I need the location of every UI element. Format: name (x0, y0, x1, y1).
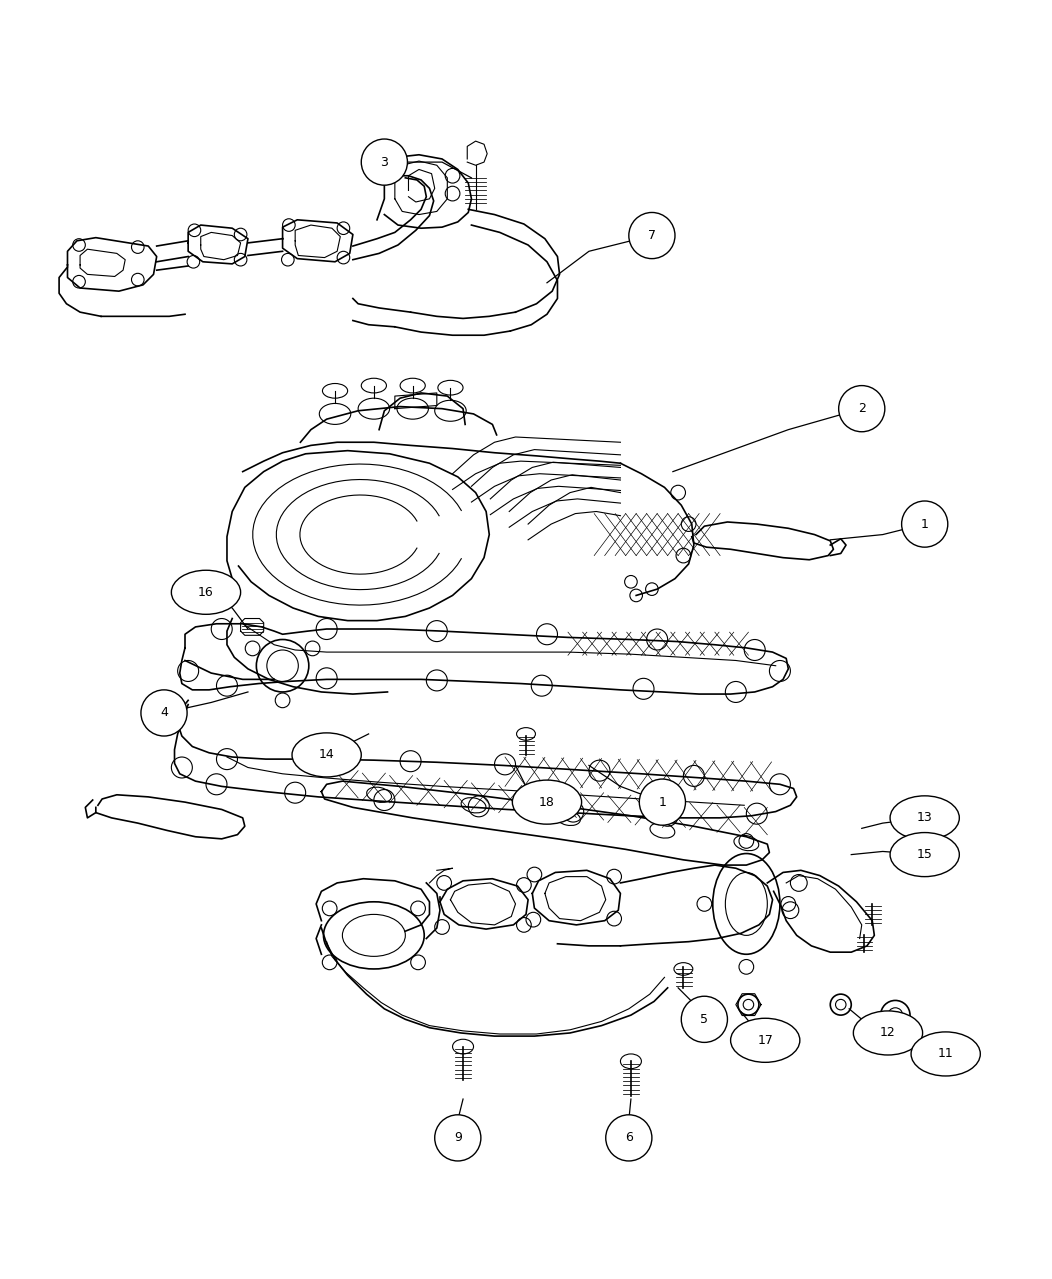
Text: 14: 14 (319, 748, 335, 761)
Ellipse shape (730, 1018, 800, 1063)
Text: 2: 2 (857, 402, 866, 416)
Ellipse shape (890, 796, 959, 840)
Text: 4: 4 (160, 706, 168, 720)
Ellipse shape (890, 833, 959, 876)
Text: 1: 1 (920, 518, 929, 531)
Ellipse shape (292, 733, 361, 776)
Text: 12: 12 (881, 1027, 896, 1040)
Ellipse shape (171, 570, 241, 614)
Text: 5: 5 (701, 1013, 708, 1026)
Text: 13: 13 (917, 811, 932, 825)
Circle shape (434, 1115, 481, 1161)
Text: 3: 3 (381, 156, 388, 169)
Text: 11: 11 (937, 1048, 953, 1060)
Text: 7: 7 (648, 229, 655, 242)
Circle shape (838, 385, 885, 432)
Text: 1: 1 (659, 796, 666, 808)
Ellipse shape (911, 1032, 980, 1076)
Text: 15: 15 (916, 848, 933, 861)
Circle shape (141, 689, 187, 735)
Text: 6: 6 (625, 1132, 632, 1145)
Circle shape (682, 996, 727, 1042)
Text: 16: 16 (198, 586, 214, 599)
Circle shape (629, 212, 675, 258)
Circle shape (640, 779, 686, 825)
Circle shape (361, 139, 407, 185)
Ellipse shape (853, 1010, 923, 1055)
Circle shape (606, 1115, 652, 1161)
Circle shape (902, 501, 948, 547)
Ellipse shape (512, 780, 582, 824)
Text: 17: 17 (757, 1033, 773, 1046)
Text: 18: 18 (539, 796, 554, 808)
Text: 9: 9 (453, 1132, 462, 1145)
